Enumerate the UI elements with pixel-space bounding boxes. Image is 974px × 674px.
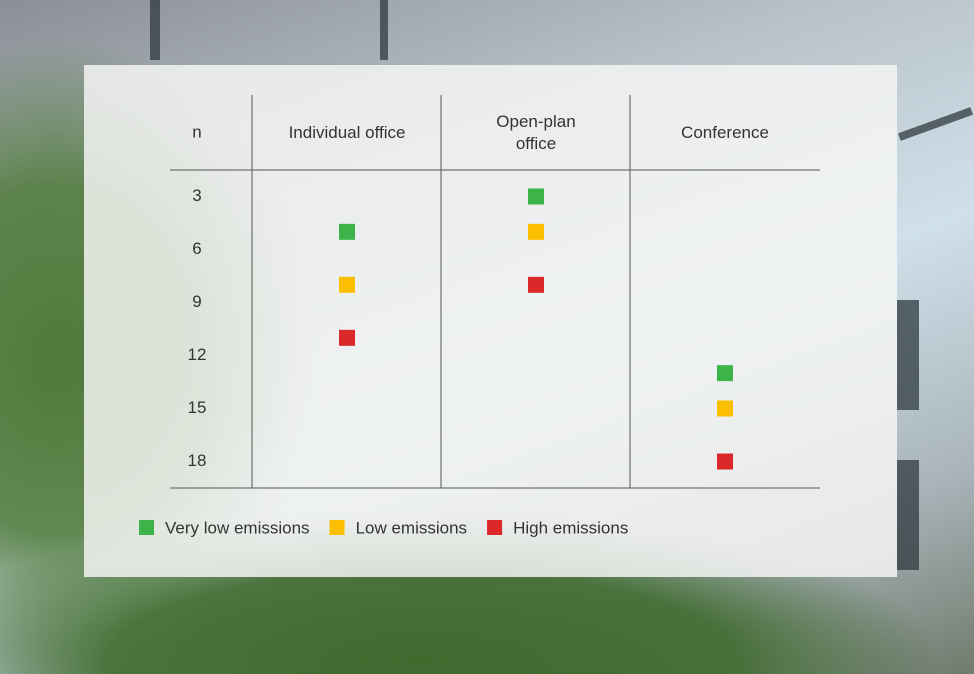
legend-swatch xyxy=(329,520,345,535)
y-tick-label: 18 xyxy=(188,451,207,470)
window xyxy=(897,300,919,410)
y-axis-label: n xyxy=(192,122,201,141)
column-header: Conference xyxy=(681,123,769,142)
marker xyxy=(717,453,733,470)
column-header: Open-plan office xyxy=(496,112,576,153)
window xyxy=(897,460,919,570)
legend-swatch xyxy=(487,520,503,535)
marker xyxy=(339,329,355,346)
y-tick-label: 3 xyxy=(192,186,201,205)
marker xyxy=(339,276,355,293)
y-tick-label: 12 xyxy=(188,345,207,364)
marker xyxy=(528,276,544,293)
legend-label: Very low emissions xyxy=(165,518,310,537)
y-tick-label: 9 xyxy=(192,292,201,311)
marker xyxy=(528,188,544,205)
panel xyxy=(84,65,897,577)
legend-label: High emissions xyxy=(513,518,628,537)
legend-label: Low emissions xyxy=(356,518,468,537)
y-tick-label: 6 xyxy=(192,239,201,258)
marker xyxy=(528,223,544,240)
marker xyxy=(339,223,355,240)
marker xyxy=(717,400,733,417)
column-header: Individual office xyxy=(288,123,406,142)
y-tick-label: 15 xyxy=(188,398,207,417)
roof-beam xyxy=(150,0,160,60)
roof-beam xyxy=(380,0,388,60)
legend-swatch xyxy=(139,520,154,535)
marker xyxy=(717,365,733,382)
